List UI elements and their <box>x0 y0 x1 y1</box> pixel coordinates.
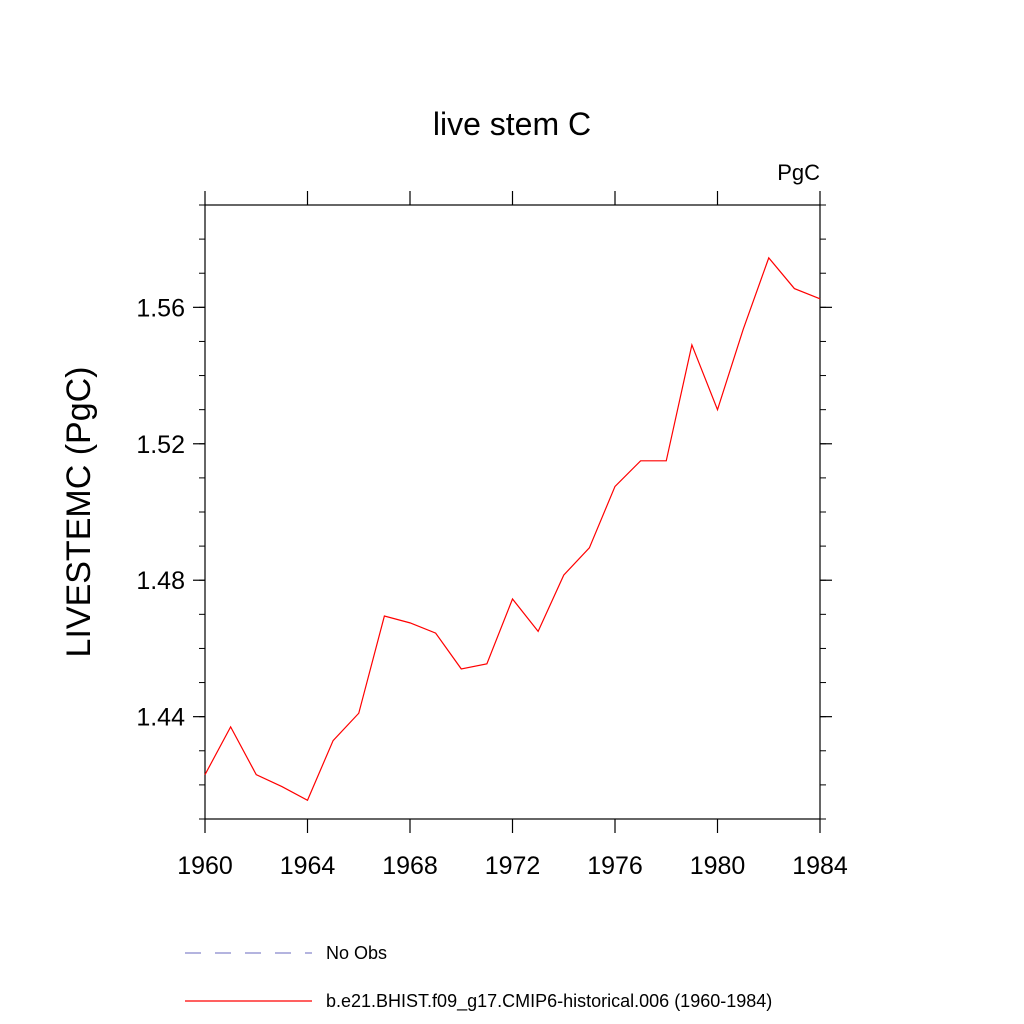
x-axis-tick-labels: 1960 1964 1968 1972 1976 1980 1984 <box>177 852 848 880</box>
y-axis-ticks <box>193 204 832 820</box>
legend-label-historical: b.e21.BHIST.f09_g17.CMIP6-historical.006… <box>326 991 772 1012</box>
x-tick-label: 1968 <box>382 852 438 880</box>
y-tick-label: 1.48 <box>136 567 185 595</box>
y-tick-label: 1.52 <box>136 431 185 459</box>
y-tick-label: 1.44 <box>136 704 185 732</box>
x-tick-label: 1984 <box>792 852 848 880</box>
legend-label-no-obs: No Obs <box>326 943 387 963</box>
units-label: PgC <box>777 160 820 185</box>
x-tick-label: 1976 <box>587 852 643 880</box>
legend: No Obs b.e21.BHIST.f09_g17.CMIP6-histori… <box>185 943 772 1012</box>
series-line-historical <box>204 256 821 802</box>
series-layer <box>204 256 821 802</box>
x-tick-label: 1972 <box>485 852 541 880</box>
x-tick-label: 1980 <box>690 852 746 880</box>
chart-title: live stem C <box>433 106 591 142</box>
y-axis-tick-labels: 1.44 1.48 1.52 1.56 <box>136 294 185 731</box>
x-tick-label: 1960 <box>177 852 233 880</box>
y-axis-label: LIVESTEMC (PgC) <box>60 367 98 658</box>
x-axis-ticks <box>204 191 821 833</box>
y-tick-label: 1.56 <box>136 294 185 322</box>
x-tick-label: 1964 <box>280 852 336 880</box>
